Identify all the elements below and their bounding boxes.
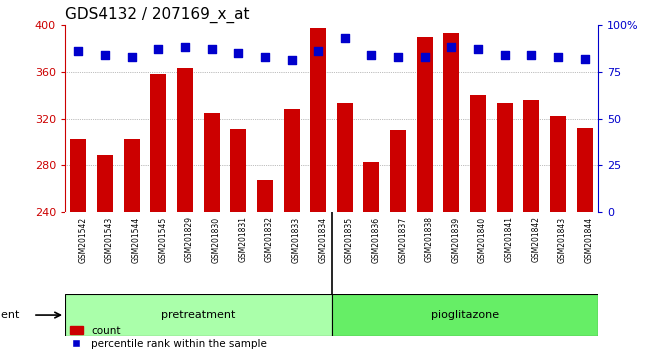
Bar [417,36,433,212]
Point [313,48,324,54]
Bar [470,95,486,212]
Bar [523,100,540,212]
Text: GSM201834: GSM201834 [318,216,327,263]
Point [526,52,537,58]
Text: GSM201844: GSM201844 [585,216,593,263]
Point [73,48,83,54]
Bar [230,129,246,212]
Bar [497,103,513,212]
Text: GSM201836: GSM201836 [372,216,380,263]
Bar [257,179,273,212]
Point [259,54,270,59]
Point [393,54,403,59]
Bar [70,138,86,212]
Bar [65,294,332,336]
Text: GSM201839: GSM201839 [451,216,460,263]
Text: GSM201830: GSM201830 [211,216,220,263]
Point [473,46,484,52]
Bar [203,113,220,212]
Bar [97,155,113,212]
Text: pioglitazone: pioglitazone [431,310,499,320]
Text: GSM201837: GSM201837 [398,216,407,263]
Bar [337,103,353,212]
Text: GSM201840: GSM201840 [478,216,487,263]
Text: pretreatment: pretreatment [161,310,235,320]
Point [206,46,216,52]
Bar [150,74,166,212]
Bar [310,28,326,212]
Text: GSM201832: GSM201832 [265,216,274,262]
Bar [550,116,566,212]
Text: GSM201543: GSM201543 [105,216,114,263]
Point [153,46,164,52]
Text: GSM201843: GSM201843 [558,216,567,263]
Point [420,54,430,59]
Point [233,50,244,56]
Point [446,45,456,50]
Point [580,56,590,61]
Bar [443,33,460,212]
Text: GSM201842: GSM201842 [532,216,540,262]
Bar [283,109,300,212]
Point [367,52,377,58]
Point [553,54,564,59]
Bar [332,294,598,336]
Point [126,54,137,59]
Text: agent: agent [0,310,20,320]
Point [179,45,190,50]
Text: GSM201841: GSM201841 [505,216,514,262]
Legend: count, percentile rank within the sample: count, percentile rank within the sample [70,326,267,349]
Text: GSM201545: GSM201545 [159,216,167,263]
Text: GSM201835: GSM201835 [344,216,354,263]
Text: GSM201542: GSM201542 [79,216,87,263]
Point [339,35,350,41]
Bar [177,68,193,212]
Text: GSM201831: GSM201831 [239,216,247,262]
Bar [124,138,140,212]
Bar [390,130,406,212]
Point [100,52,110,58]
Text: GSM201833: GSM201833 [292,216,300,263]
Text: GDS4132 / 207169_x_at: GDS4132 / 207169_x_at [65,7,250,23]
Text: GSM201829: GSM201829 [185,216,194,262]
Bar [577,128,593,212]
Bar [363,162,380,212]
Text: GSM201544: GSM201544 [131,216,140,263]
Text: GSM201838: GSM201838 [425,216,434,262]
Point [500,52,510,58]
Point [287,58,297,63]
